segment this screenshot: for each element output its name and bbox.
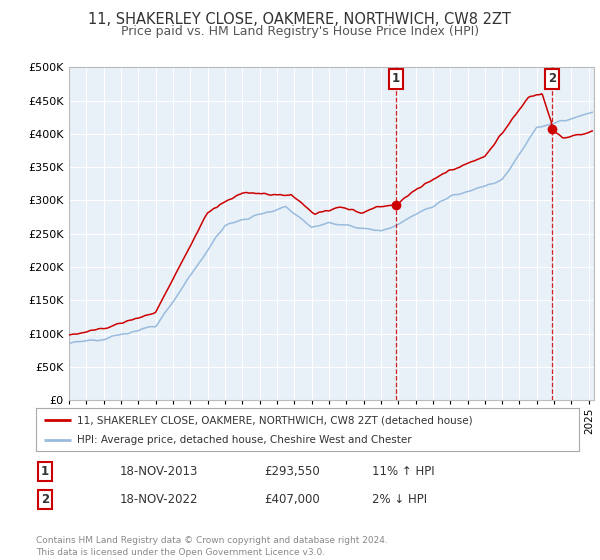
Text: 11% ↑ HPI: 11% ↑ HPI [372, 465, 434, 478]
Text: 11, SHAKERLEY CLOSE, OAKMERE, NORTHWICH, CW8 2ZT: 11, SHAKERLEY CLOSE, OAKMERE, NORTHWICH,… [89, 12, 511, 27]
Text: HPI: Average price, detached house, Cheshire West and Chester: HPI: Average price, detached house, Ches… [77, 435, 412, 445]
Text: 1: 1 [392, 72, 400, 85]
Text: 2% ↓ HPI: 2% ↓ HPI [372, 493, 427, 506]
Text: 2: 2 [548, 72, 556, 85]
Text: 11, SHAKERLEY CLOSE, OAKMERE, NORTHWICH, CW8 2ZT (detached house): 11, SHAKERLEY CLOSE, OAKMERE, NORTHWICH,… [77, 415, 472, 425]
Text: £293,550: £293,550 [264, 465, 320, 478]
Text: 1: 1 [41, 465, 49, 478]
Text: 18-NOV-2022: 18-NOV-2022 [120, 493, 199, 506]
Text: Contains HM Land Registry data © Crown copyright and database right 2024.
This d: Contains HM Land Registry data © Crown c… [36, 536, 388, 557]
Text: 2: 2 [41, 493, 49, 506]
Text: Price paid vs. HM Land Registry's House Price Index (HPI): Price paid vs. HM Land Registry's House … [121, 25, 479, 38]
Text: £407,000: £407,000 [264, 493, 320, 506]
Text: 18-NOV-2013: 18-NOV-2013 [120, 465, 199, 478]
